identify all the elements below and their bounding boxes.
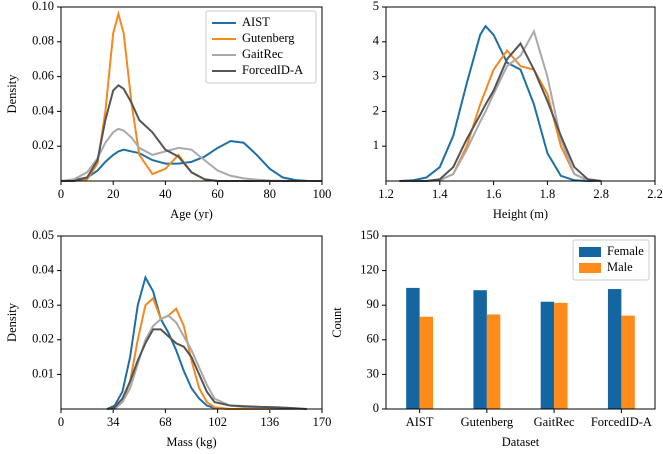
axes-frame <box>385 235 656 410</box>
y-tick-label: 150 <box>360 228 379 242</box>
x-tick-label: 136 <box>260 415 279 429</box>
x-tick-label: 102 <box>208 415 227 429</box>
y-tick-label: 0.06 <box>32 68 54 82</box>
y-tick-label: 2 <box>373 103 379 117</box>
y-tick-label: 0.04 <box>32 262 55 276</box>
x-tick-label: 1.6 <box>486 187 502 201</box>
x-tick-label: 1.2 <box>378 187 394 201</box>
y-tick-label: 0.10 <box>32 0 54 13</box>
x-tick-label: 20 <box>107 187 120 201</box>
y-tick-label: 0.08 <box>32 34 54 48</box>
x-tick-label: 80 <box>264 187 277 201</box>
y-axis-label: Density <box>5 74 19 114</box>
y-tick-label: 3 <box>373 68 379 82</box>
x-axis-label: Dataset <box>502 435 540 449</box>
bar <box>486 314 501 409</box>
axes-frame <box>60 235 323 410</box>
y-tick-label: 0.02 <box>32 138 54 152</box>
bar <box>621 315 635 409</box>
x-tick-label: 170 <box>313 415 332 429</box>
legend-label: GaitRec <box>242 47 283 61</box>
y-tick-label: 0.03 <box>32 297 54 311</box>
x-tick-label: ForcedID-A <box>591 415 652 429</box>
x-tick-label: 1.4 <box>432 187 448 201</box>
y-tick-label: 90 <box>367 297 380 311</box>
legend-swatch <box>579 247 601 257</box>
legend-label: Female <box>607 244 644 258</box>
y-tick-label: 0.05 <box>32 228 54 242</box>
x-axis-label: Mass (kg) <box>166 435 216 449</box>
y-tick-label: 120 <box>360 262 379 276</box>
x-tick-label: 0 <box>58 415 64 429</box>
x-tick-label: GaitRec <box>534 415 575 429</box>
bar <box>419 316 434 409</box>
x-tick-label: 68 <box>159 415 172 429</box>
bar <box>607 289 622 409</box>
legend-box <box>205 10 317 84</box>
x-tick-label: 60 <box>211 187 224 201</box>
density-curve <box>399 24 602 182</box>
x-tick-label: 34 <box>107 415 120 429</box>
y-axis-label: Count <box>330 307 344 338</box>
y-tick-label: 0.04 <box>32 103 55 117</box>
bar <box>554 302 568 409</box>
density-curve <box>399 41 602 182</box>
legend-label: Gutenberg <box>242 31 295 45</box>
x-tick-label: 100 <box>313 187 332 201</box>
legend-label: ForcedID-A <box>242 63 303 77</box>
x-tick-label: 0 <box>58 187 64 201</box>
y-tick-label: 5 <box>373 0 379 13</box>
legend-label: Male <box>607 260 633 274</box>
bar <box>540 301 555 409</box>
x-tick-label: 2.2 <box>647 187 663 201</box>
axes-frame <box>385 6 656 182</box>
y-tick-label: 0.02 <box>32 332 54 346</box>
legend-label: AIST <box>242 15 270 29</box>
y-tick-label: 1 <box>373 138 379 152</box>
y-tick-label: 30 <box>367 366 380 380</box>
density-curve <box>106 328 307 410</box>
y-axis-label: Density <box>5 302 19 342</box>
density-curve <box>107 314 307 410</box>
axes-frame <box>60 6 323 182</box>
x-axis-label: Age (yr) <box>170 207 213 221</box>
bar <box>473 290 487 409</box>
x-tick-label: 2.8 <box>593 187 609 201</box>
legend-swatch <box>579 263 601 273</box>
y-tick-label: 4 <box>373 34 380 48</box>
y-tick-label: 60 <box>367 332 380 346</box>
x-axis-label: Height (m) <box>493 207 548 221</box>
x-tick-label: 40 <box>159 187 172 201</box>
x-tick-label: AIST <box>406 415 434 429</box>
bar <box>406 287 420 409</box>
density-curve <box>60 139 322 182</box>
x-tick-label: 1.8 <box>540 187 556 201</box>
y-tick-label: 0.01 <box>32 366 54 380</box>
y-tick-label: 0 <box>373 401 379 415</box>
x-tick-label: Gutenberg <box>461 415 514 429</box>
